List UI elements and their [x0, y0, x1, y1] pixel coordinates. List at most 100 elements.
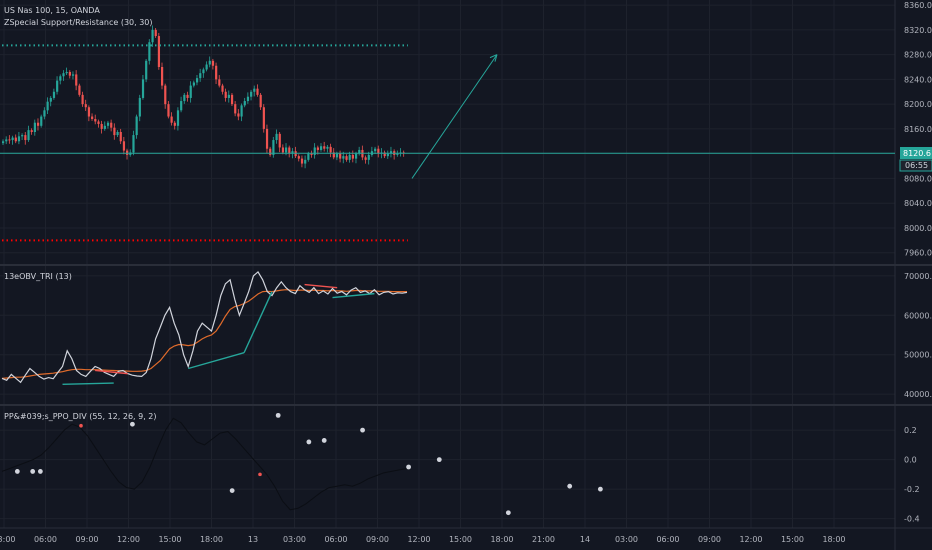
candle-body-25 [81, 94, 84, 105]
candle-72 [230, 93, 234, 106]
candle-body-70 [224, 91, 227, 98]
candle-body-11 [36, 122, 40, 126]
candle-69 [221, 83, 224, 95]
time-scale[interactable]: 03:00 06:00 09:00 12:00 15:00 18:00 13 03:00 06:… [0, 535, 846, 544]
candle-body-38 [122, 141, 126, 151]
candle-body-18 [59, 76, 62, 81]
candle-23 [75, 70, 78, 91]
time-tick-10: 12:00 [407, 535, 430, 544]
candle-body-107 [342, 156, 345, 159]
indicator-title[interactable]: ZSpecial Support/Resistance (30, 30) [4, 18, 153, 27]
candle-body-16 [52, 91, 56, 98]
candle-body-71 [227, 94, 230, 98]
candle-83 [265, 124, 269, 154]
candle-body-105 [335, 153, 339, 158]
price-tick-5: 8160.0 [904, 125, 932, 134]
candle-100 [320, 143, 323, 152]
candle-body-100 [320, 146, 323, 150]
price-tick-1: 8320.0 [904, 26, 932, 35]
time-tick-7: 03:00 [283, 535, 306, 544]
candle-82 [262, 104, 265, 133]
candle-body-81 [259, 94, 262, 108]
candle-body-109 [348, 154, 351, 160]
candle-body-7 [24, 135, 27, 141]
candle-58 [186, 91, 189, 102]
candle-body-78 [250, 91, 253, 97]
candle-110 [351, 150, 354, 163]
candle-body-115 [367, 154, 370, 160]
candle-62 [199, 68, 202, 82]
time-tick-11: 15:00 [449, 535, 472, 544]
candle-75 [240, 103, 243, 122]
price-tick-2: 8280.0 [904, 51, 932, 60]
price-tick-4: 8200.0 [904, 100, 932, 109]
price-tick-10: 7960.0 [904, 249, 932, 258]
candle-body-104 [332, 152, 335, 158]
candle-body-36 [116, 132, 119, 136]
candle-51 [164, 83, 167, 109]
candle-38 [122, 136, 126, 155]
candle-body-8 [27, 130, 30, 141]
candle-body-10 [33, 122, 36, 132]
candle-body-20 [65, 71, 68, 74]
price-tick-7: 8080.0 [904, 174, 932, 183]
candle-88 [281, 144, 285, 155]
candle-body-102 [326, 146, 329, 149]
candle-body-76 [243, 101, 246, 106]
candle-36 [116, 130, 119, 137]
time-tick-15: 03:00 [615, 535, 638, 544]
time-tick-19: 15:00 [781, 535, 804, 544]
candle-body-65 [208, 60, 211, 65]
candle-42 [135, 114, 138, 139]
candle-body-47 [151, 29, 154, 43]
candle-30 [97, 119, 100, 128]
obv-trend-3 [243, 291, 273, 354]
candle-body-86 [275, 133, 278, 141]
candle-body-91 [291, 151, 294, 154]
obv-title[interactable]: 13eOBV_TRI (13) [4, 272, 72, 281]
candle-body-34 [110, 122, 113, 128]
candle-body-103 [329, 146, 332, 153]
time-tick-6: 13 [248, 535, 258, 544]
candle-body-94 [300, 158, 304, 164]
obv-tick-3: 40000.0 [904, 390, 932, 399]
time-tick-0: 03:00 [0, 535, 16, 544]
ppo-dot-8 [360, 427, 365, 433]
candle-81 [259, 93, 262, 111]
ppo-title[interactable]: PP&#039;s_PPO_DIV (55, 12, 26, 9, 2) [4, 412, 157, 421]
candle-50 [161, 62, 164, 90]
candle-body-118 [377, 148, 380, 154]
candle-body-58 [186, 94, 189, 98]
time-tick-13: 21:00 [532, 535, 555, 544]
price-tick-9: 8000.0 [904, 224, 932, 233]
candle-body-90 [288, 147, 291, 154]
candle-1 [5, 136, 8, 145]
candle-body-12 [40, 116, 43, 126]
candle-body-43 [138, 97, 141, 117]
symbol-title[interactable]: US Nas 100, 15, OANDA [4, 6, 100, 15]
candle-16 [52, 88, 56, 100]
obv-trend-1 [62, 382, 114, 385]
candle-118 [377, 145, 380, 158]
ppo-dot-6 [306, 439, 312, 445]
time-tick-1: 06:00 [34, 535, 57, 544]
candle-body-22 [71, 74, 75, 76]
candle-body-96 [307, 153, 310, 160]
candle-65 [208, 56, 211, 68]
time-tick-17: 09:00 [698, 535, 721, 544]
candle-body-74 [237, 113, 240, 117]
candle-body-106 [339, 153, 342, 159]
candle-body-15 [49, 97, 52, 102]
candle-73 [234, 101, 237, 117]
candle-44 [141, 75, 145, 100]
candle-59 [189, 81, 192, 103]
candle-17 [56, 76, 59, 95]
ppo-dot-9 [406, 464, 411, 470]
time-tick-8: 06:00 [324, 535, 347, 544]
candle-41 [132, 130, 135, 156]
candle-101 [323, 141, 326, 152]
candle-120 [383, 150, 386, 158]
candle-24 [78, 83, 81, 97]
